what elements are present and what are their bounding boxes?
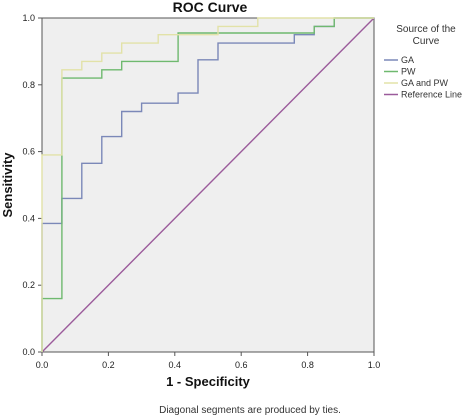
chart-footnote: Diagonal segments are produced by ties.	[159, 405, 341, 416]
series-line-ga-and-pw	[41, 17, 374, 352]
chart-title: ROC Curve	[173, 0, 248, 15]
series-line-pw	[41, 17, 374, 352]
y-axis: 0.0 0.2 0.4 0.6 0.8 1.0	[22, 13, 42, 357]
legend-title-line1: Source of the	[396, 24, 456, 35]
x-axis-title: 1 - Specificity	[166, 374, 251, 389]
series-line-reference-line	[41, 17, 375, 353]
x-tick-label: 0.2	[102, 360, 115, 370]
y-axis-title: Sensitivity	[0, 152, 15, 218]
series-line-ga	[41, 17, 374, 352]
x-axis: 0.0 0.2 0.4 0.6 0.8 1.0	[36, 352, 381, 370]
legend-label-reference-line: Reference Line	[401, 90, 462, 100]
legend-label-pw: PW	[401, 67, 416, 77]
x-tick-label: 0.0	[36, 360, 49, 370]
x-tick-label: 0.6	[235, 360, 248, 370]
y-tick-label: 0.6	[22, 147, 35, 157]
legend-label-ga-and-pw: GA and PW	[401, 78, 449, 88]
legend-label-ga: GA	[401, 55, 414, 65]
x-tick-label: 1.0	[368, 360, 381, 370]
y-tick-label: 0.2	[22, 280, 35, 290]
y-tick-label: 0.0	[22, 347, 35, 357]
x-tick-label: 0.8	[301, 360, 314, 370]
legend-title-line2: Curve	[413, 36, 440, 47]
y-tick-label: 0.4	[22, 213, 35, 223]
x-tick-label: 0.4	[169, 360, 182, 370]
y-tick-label: 1.0	[22, 13, 35, 23]
y-tick-label: 0.8	[22, 80, 35, 90]
series-layer	[41, 17, 375, 353]
